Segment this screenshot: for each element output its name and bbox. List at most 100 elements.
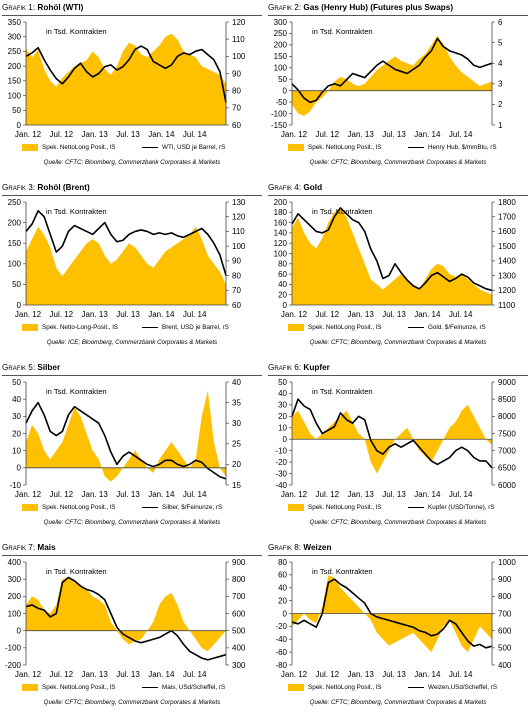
chart-number: Grafik 5:: [2, 363, 36, 372]
unit-annotation: in Tsd. Kontrakten: [312, 387, 373, 396]
x-tick-label: Jan. 13: [82, 490, 109, 499]
series-area: [26, 390, 226, 482]
legend-swatch: [22, 324, 38, 331]
legend-swatch: [288, 684, 304, 691]
x-tick-label: Jul. 13: [382, 670, 406, 679]
x-tick-label: Jan. 14: [414, 670, 441, 679]
y-left-tick-label: 300: [8, 33, 22, 42]
y-left-tick-label: 150: [274, 52, 288, 61]
y-left-tick-label: 250: [8, 47, 22, 56]
y-right-tick-label: 70: [232, 286, 241, 295]
y-right-tick-label: 6000: [498, 481, 516, 490]
y-right-tick-label: 700: [232, 592, 246, 601]
legend-swatch: [142, 327, 158, 328]
x-tick-label: Jul. 14: [183, 130, 207, 139]
x-tick-label: Jul. 12: [316, 670, 340, 679]
y-right-tick-label: 15: [232, 481, 241, 490]
y-left-tick-label: -150: [271, 121, 288, 130]
chart-number: Grafik 7:: [2, 543, 36, 552]
legend-label: Henry Hub, $/mmBtu, rS: [428, 144, 497, 151]
y-right-tick-label: 1700: [498, 213, 516, 222]
y-right-tick-label: 8500: [498, 395, 516, 404]
y-right-tick-label: 900: [232, 558, 246, 567]
title-divider: [268, 195, 528, 196]
legend-item: Silber, $/Feinunze, rS: [142, 504, 222, 511]
x-tick-label: Jul. 13: [382, 130, 406, 139]
y-right-tick-label: 1500: [498, 242, 516, 251]
chart-panel: Grafik 2: Gas (Henry Hub) (Futures plus …: [268, 2, 528, 180]
y-left-tick-label: 30: [278, 401, 287, 410]
y-left-tick-label: -40: [275, 481, 287, 490]
y-right-tick-label: 4: [498, 59, 503, 68]
x-tick-label: Jan. 12: [15, 670, 42, 679]
legend-item: Spek. Netto-Long-Posit., lS: [22, 324, 118, 331]
y-left-tick-label: 50: [278, 378, 287, 387]
y-left-tick-label: 100: [274, 249, 288, 258]
legend-item: Spek. NettoLong Posit., lS: [22, 144, 116, 151]
x-tick-label: Jan. 13: [348, 670, 375, 679]
y-right-tick-label: 1800: [498, 198, 516, 207]
y-left-tick-label: 400: [8, 558, 22, 567]
x-tick-label: Jul. 12: [50, 310, 74, 319]
y-right-tick-label: 5: [498, 38, 503, 47]
unit-annotation: in Tsd. Kontrakten: [46, 387, 107, 396]
y-right-tick-label: 120: [232, 18, 246, 27]
y-left-tick-label: -30: [275, 469, 287, 478]
chart-panel: Grafik 6: Kupfer -40 -30 -20 -10 0 10 20 30 40 50 6…: [268, 362, 528, 540]
x-tick-label: Jan. 14: [148, 130, 175, 139]
x-tick-label: Jan. 13: [348, 130, 375, 139]
chart-legend: Spek. NettoLong Posit., lS Kupfer (USD/To…: [268, 504, 528, 516]
y-left-tick-label: 40: [278, 389, 287, 398]
y-right-tick-label: 1: [498, 121, 503, 130]
chart-title: Grafik 2: Gas (Henry Hub) (Futures plus …: [268, 2, 453, 14]
chart-plot: -40 -30 -20 -10 0 10 20 30 40 50 6000 6500 7000 7500 8…: [275, 378, 516, 499]
legend-label: Spek. NettoLong Posit., lS: [308, 144, 382, 151]
y-left-tick-label: 100: [8, 260, 22, 269]
chart-legend: Spek. Netto-Long-Posit., lS Brent, USD je…: [2, 324, 262, 336]
x-tick-label: Jul. 14: [449, 310, 473, 319]
x-tick-label: Jan. 12: [15, 490, 42, 499]
legend-swatch: [408, 507, 424, 508]
y-right-tick-label: 400: [498, 661, 512, 670]
y-left-tick-label: -100: [271, 109, 288, 118]
chart-legend: Spek. NettoLong Posit., lS Mais, USd/Sche…: [2, 684, 262, 696]
chart-name: Silber: [37, 363, 61, 372]
y-left-tick-label: -50: [275, 98, 287, 107]
legend-label: Spek. NettoLong Posit., lS: [308, 324, 382, 331]
y-right-tick-label: 700: [498, 609, 512, 618]
chart-number: Grafik 4:: [268, 183, 302, 192]
y-right-tick-label: 800: [498, 592, 512, 601]
chart-name: Rohöl (Brent): [37, 183, 90, 192]
y-left-tick-label: 10: [278, 424, 287, 433]
y-left-tick-label: 200: [8, 592, 22, 601]
chart-plot: -10 0 10 20 30 40 50 15 20 25 30 35 40 Jan. 12 Jul. 12…: [9, 378, 241, 499]
chart-title: Grafik 8: Weizen: [268, 542, 331, 554]
series-area: [292, 207, 492, 305]
y-right-tick-label: 9000: [498, 378, 516, 387]
y-right-tick-label: 600: [232, 609, 246, 618]
unit-annotation: in Tsd. Kontrakten: [46, 567, 107, 576]
chart-legend: Spek. NettoLong Posit., lS Weizen,USd/Sch…: [268, 684, 528, 696]
y-left-tick-label: 0: [17, 301, 22, 310]
y-right-tick-label: 110: [232, 227, 245, 236]
chart-plot: 0 50 100 150 200 250 60 70 80 90 100 110 120 130 Jan. …: [8, 198, 246, 319]
legend-label: Spek. NettoLong Posit., lS: [42, 684, 116, 691]
y-left-tick-label: 300: [274, 18, 288, 27]
y-right-tick-label: 100: [232, 52, 246, 61]
title-divider: [2, 375, 262, 376]
y-right-tick-label: 130: [232, 198, 246, 207]
y-left-tick-label: 0: [283, 86, 288, 95]
series-area: [292, 35, 492, 116]
chart-title: Grafik 7: Mais: [2, 542, 56, 554]
y-right-tick-label: 3: [498, 80, 503, 89]
chart-panel: Grafik 8: Weizen -80 -60 -40 -20 0 20 40 60 80 400…: [268, 542, 528, 720]
y-right-tick-label: 80: [232, 86, 241, 95]
y-right-tick-label: 6: [498, 18, 503, 27]
title-divider: [268, 375, 528, 376]
unit-annotation: in Tsd. Kontrakten: [46, 27, 107, 36]
legend-item: Spek. NettoLong Posit., lS: [288, 684, 382, 691]
y-left-tick-label: 160: [274, 218, 288, 227]
y-left-tick-label: -10: [275, 446, 287, 455]
x-tick-label: Jul. 13: [116, 130, 140, 139]
